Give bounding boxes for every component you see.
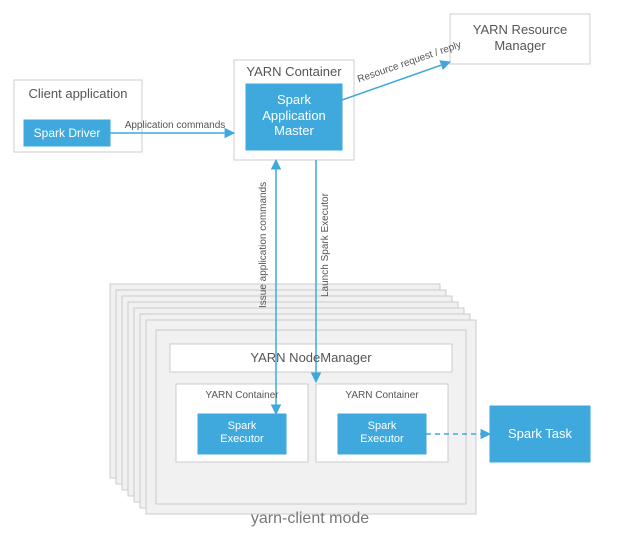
yc2-label: YARN Container <box>316 390 448 401</box>
yc1-label: YARN Container <box>176 390 308 401</box>
caption: yarn-client mode <box>180 510 440 528</box>
spark-task-label: Spark Task <box>490 426 590 442</box>
nodemgr-label: YARN NodeManager <box>170 350 452 366</box>
edge-issue-cmds-label: Issue application commands <box>258 175 269 315</box>
client-app-label: Client application <box>14 86 142 102</box>
exec2-label: Spark Executor <box>338 420 426 446</box>
edge-launch-exec-label: Launch Spark Executor <box>320 175 331 315</box>
exec1-label: Spark Executor <box>198 420 286 446</box>
diagram-canvas <box>0 0 617 535</box>
edge-app-cmds-label: Application commands <box>120 120 230 131</box>
yarn-rm-label: YARN Resource Manager <box>450 22 590 53</box>
yarn-container-top-label: YARN Container <box>234 64 354 80</box>
spark-driver-label: Spark Driver <box>24 126 110 140</box>
spark-app-master-label: Spark Application Master <box>246 92 342 139</box>
